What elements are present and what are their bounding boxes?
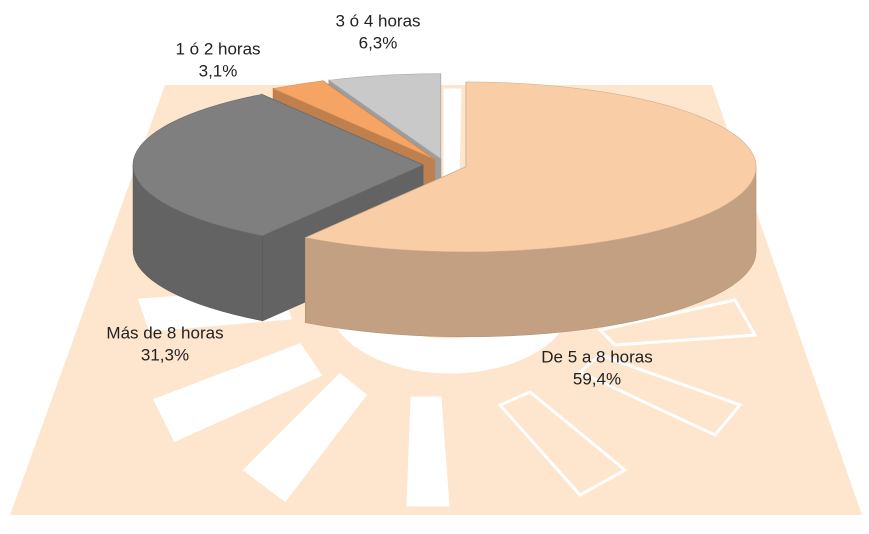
slice-value-label: 31,3% [141,345,189,364]
slice [304,81,757,338]
slice-label: 3 ó 4 horas [335,11,420,30]
pie [132,73,757,338]
slice-top [272,80,435,160]
slice-value-label: 3,1% [199,61,238,80]
slice-value-label: 59,4% [573,369,621,388]
slice-top [132,94,424,237]
labels: De 5 a 8 horas 59,4% Más de 8 horas 31,3% 1 … [106,11,652,388]
slice-label: De 5 a 8 horas [541,347,653,366]
slice-value-label: 6,3% [359,33,398,52]
slice-label: 1 ó 2 horas [175,39,260,58]
slice-top [304,81,757,253]
slice-top [328,73,441,160]
slice-label: Más de 8 horas [106,323,223,342]
